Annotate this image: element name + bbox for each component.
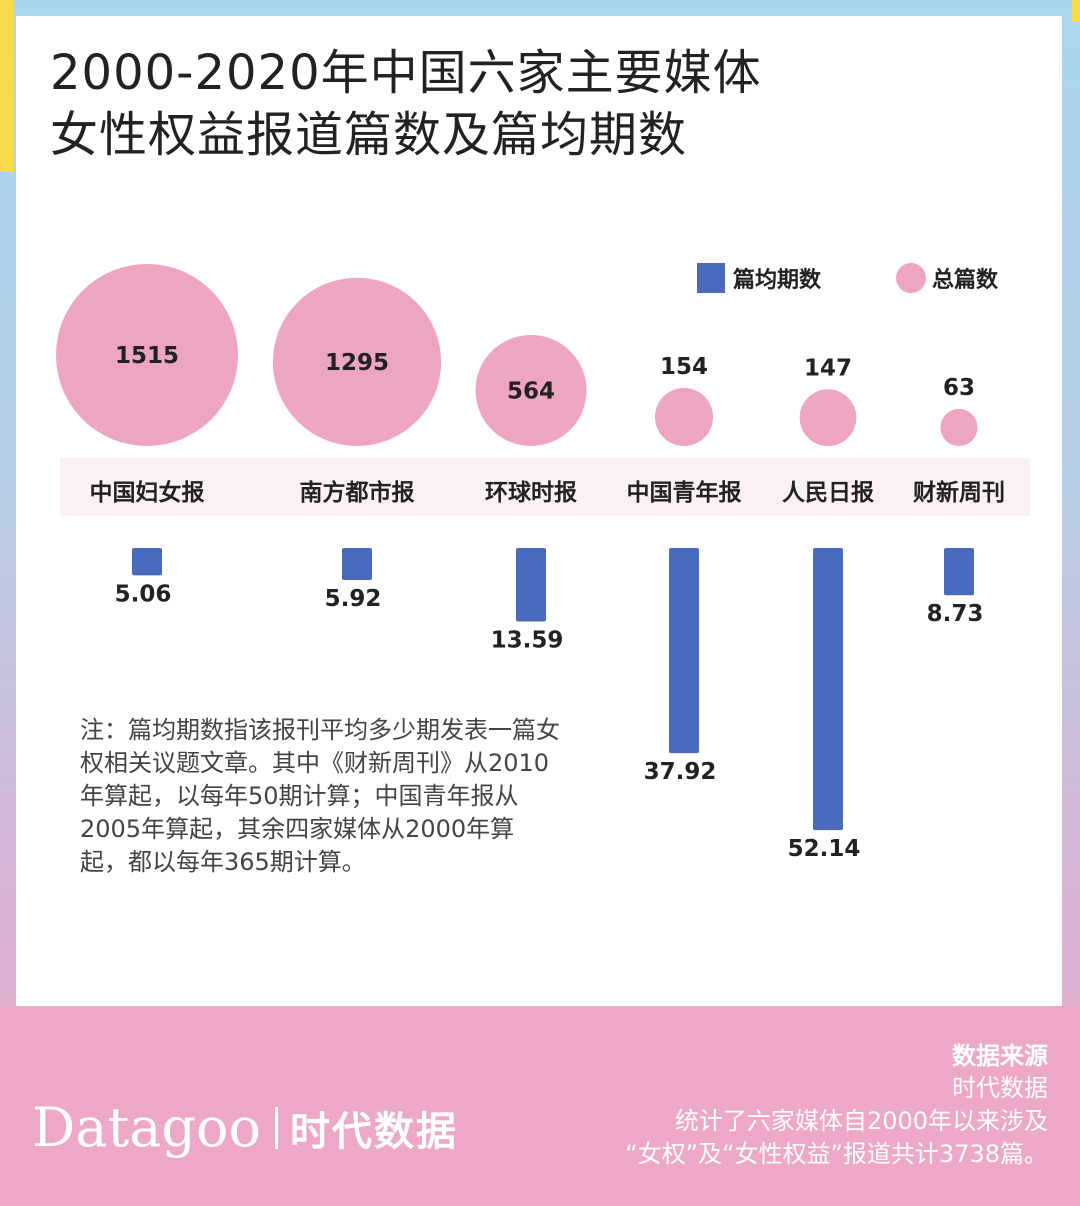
bar-value-label: 13.59 (491, 628, 564, 654)
legend-bar-label: 篇均期数 (733, 268, 822, 293)
bar-value-label: 8.73 (927, 601, 984, 627)
bar-value-label: 37.92 (644, 759, 717, 785)
legend-item-circle: 总篇数 (896, 262, 998, 294)
datagoo-logo: Datagoo 时代数据 (32, 1096, 458, 1159)
bar-value-label: 52.14 (788, 836, 861, 862)
circle-mark (940, 408, 978, 447)
decor-stripe-yellow-right (1072, 0, 1080, 22)
circle-value-label: 564 (507, 378, 555, 404)
decor-stripe-yellow (0, 0, 14, 172)
category-label: 中国青年报 (627, 479, 742, 506)
bar-mark (944, 548, 974, 596)
title-line-2: 女性权益报道篇数及篇均期数 (50, 107, 688, 163)
footnote: 注：篇均期数指该报刊平均多少期发表一篇女权相关议题文章。其中《财新周刊》从201… (80, 716, 560, 876)
circle-mark (272, 277, 442, 446)
source-title: 数据来源 (952, 1042, 1048, 1070)
category-label: 南方都市报 (300, 479, 415, 506)
circle-value-label: 1515 (115, 343, 179, 369)
category-label-band (60, 458, 1030, 516)
bar-mark (342, 548, 372, 581)
category-label: 环球时报 (485, 480, 577, 506)
legend-item-bar: 篇均期数 (697, 262, 821, 294)
circle-mark (654, 387, 714, 446)
legend-circle-swatch (896, 263, 926, 293)
bar-mark (516, 548, 546, 622)
circle-value-label: 147 (804, 355, 852, 381)
circle-value-label: 1295 (325, 350, 389, 376)
category-label: 财新周刊 (913, 479, 1005, 506)
circle-mark (56, 264, 238, 446)
source-desc-line-2: “女权”及“女性权益”报道共计3738篇。 (625, 1140, 1048, 1168)
source-desc-line-1: 统计了六家媒体自2000年以来涉及 (674, 1107, 1048, 1135)
title-line-1: 2000-2020年中国六家主要媒体 (50, 45, 762, 101)
bar-value-label: 5.92 (325, 586, 382, 612)
bar-value-label: 5.06 (115, 581, 172, 607)
circle-mark (475, 334, 587, 446)
circle-mark (799, 389, 857, 446)
source-name: 时代数据 (952, 1074, 1048, 1102)
logo-chinese: 时代数据 (289, 1108, 458, 1155)
circle-value-label: 63 (943, 375, 975, 401)
bar-mark (669, 548, 699, 754)
legend-circle-label: 总篇数 (932, 268, 999, 293)
category-label: 中国妇女报 (90, 479, 205, 506)
bar-mark (813, 548, 843, 831)
legend-bar-swatch (697, 263, 725, 293)
circle-value-label: 154 (660, 354, 708, 380)
category-label: 人民日报 (782, 480, 874, 506)
logo-wordmark: Datagoo (32, 1096, 261, 1159)
chart-title: 2000-2020年中国六家主要媒体 女性权益报道篇数及篇均期数 (50, 42, 762, 166)
bubble-bar-chart: 1515 中国妇女报 5.06 1295 南方都市报 5.92 564 环球时报 13.59 15… (56, 264, 1005, 862)
bar-mark (132, 548, 162, 576)
logo-divider (274, 1106, 278, 1149)
footer-band (0, 1006, 1080, 1206)
data-source: 数据来源 时代数据 统计了六家媒体自2000年以来涉及 “女权”及“女性权益”报… (625, 1040, 1048, 1171)
